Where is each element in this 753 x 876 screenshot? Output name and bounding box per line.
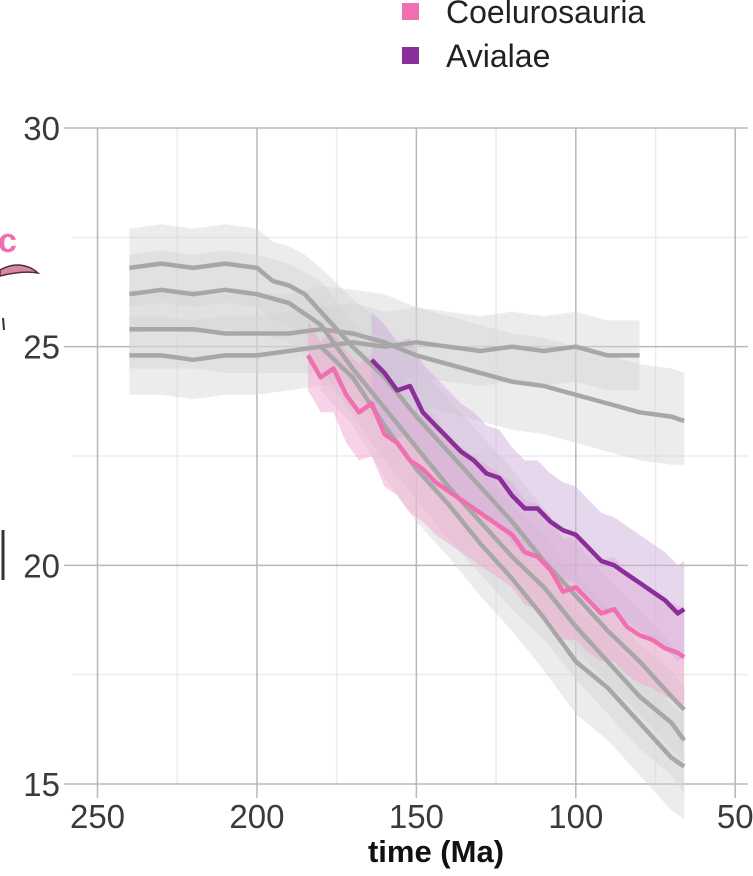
series-line-gray: [129, 326, 685, 424]
x-tick-label: 100: [548, 798, 603, 835]
cropped-inset-figure: c: [0, 222, 41, 580]
y-tick-label: 30: [23, 110, 60, 147]
series-line-gray: [129, 287, 687, 742]
series-line-coelurosauria: [306, 354, 686, 660]
legend-label: Coelurosauria: [446, 0, 645, 30]
legend-label: Avialae: [446, 38, 550, 74]
tick-labels: 250 200 150 100 50 15 20 25 30: [23, 110, 753, 835]
x-tick-label: 50: [717, 798, 753, 835]
confidence-band: [129, 224, 685, 763]
y-tick-label: 25: [23, 329, 60, 366]
confidence-band: [129, 250, 685, 793]
confidence-band: [371, 311, 685, 662]
x-tick-label: 250: [70, 798, 125, 835]
x-axis-title: time (Ma): [368, 834, 504, 869]
x-tick-label: 200: [229, 798, 284, 835]
series-line-avialae: [370, 358, 686, 616]
legend: Coelurosauria Avialae: [402, 0, 645, 74]
legend-swatch: [402, 3, 419, 20]
y-tick-label: 15: [23, 766, 60, 803]
svg-text:c: c: [0, 222, 17, 260]
series-line-gray: [129, 261, 686, 712]
y-tick-label: 20: [23, 547, 60, 584]
series-line-gray: [319, 345, 686, 769]
confidence-bands: [129, 224, 685, 819]
x-tick-label: 150: [389, 798, 444, 835]
series-lines: [129, 261, 687, 769]
legend-swatch: [402, 47, 419, 64]
series-line-gray: [129, 340, 640, 363]
